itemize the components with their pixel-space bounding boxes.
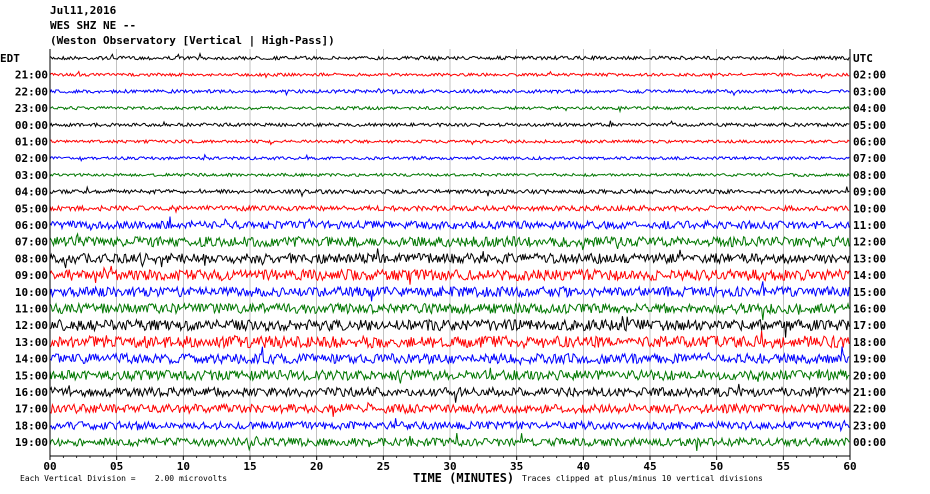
row-label-local: 19:00 — [15, 436, 48, 449]
row-label-local: 12:00 — [15, 319, 48, 332]
row-label-local: 02:00 — [15, 152, 48, 165]
row-label-utc: 05:00 — [853, 119, 886, 132]
x-tick-label: 25 — [377, 460, 390, 473]
row-label-utc: 07:00 — [853, 152, 886, 165]
header-station: WES SHZ NE -- — [50, 19, 137, 32]
x-tick-label: 05 — [110, 460, 123, 473]
x-tick-label: 55 — [777, 460, 790, 473]
row-label-utc: 18:00 — [853, 336, 886, 349]
row-label-local: 17:00 — [15, 403, 48, 416]
header-date: Jul11,2016 — [50, 4, 117, 17]
trace-line — [49, 383, 850, 403]
row-label-utc: 21:00 — [853, 386, 886, 399]
trace-line — [49, 153, 850, 162]
trace-line — [49, 316, 850, 338]
trace-line — [49, 232, 850, 251]
trace-line — [49, 185, 850, 198]
row-label-utc: 03:00 — [853, 85, 886, 98]
row-label-local: 22:00 — [15, 85, 48, 98]
trace-line — [49, 367, 850, 384]
row-label-local: 07:00 — [15, 236, 48, 249]
row-label-local: 21:00 — [15, 69, 48, 82]
row-label-local: 08:00 — [15, 252, 48, 265]
header-observatory: (Weston Observatory [Vertical | High-Pas… — [50, 34, 335, 47]
row-label-local: 06:00 — [15, 219, 48, 232]
x-tick-label: 20 — [310, 460, 323, 473]
row-label-local: 18:00 — [15, 419, 48, 432]
x-tick-label: 35 — [510, 460, 523, 473]
trace-line — [49, 105, 850, 114]
left-axis-title: EDT — [0, 52, 20, 65]
trace-line — [49, 281, 850, 302]
row-label-local: 05:00 — [15, 202, 48, 215]
x-tick-label: 30 — [443, 460, 456, 473]
row-label-utc: 14:00 — [853, 269, 886, 282]
trace-line — [49, 138, 850, 146]
x-tick-label: 45 — [643, 460, 656, 473]
trace-line — [49, 330, 850, 350]
row-label-utc: 23:00 — [853, 419, 886, 432]
trace-line — [49, 265, 850, 285]
row-label-local: 09:00 — [15, 269, 48, 282]
row-label-local: 03:00 — [15, 169, 48, 182]
x-tick-label: 40 — [577, 460, 590, 473]
row-label-utc: 02:00 — [853, 69, 886, 82]
trace-line — [49, 248, 850, 269]
x-tick-label: 15 — [243, 460, 256, 473]
row-label-utc: 09:00 — [853, 186, 886, 199]
trace-line — [49, 204, 850, 214]
trace-line — [49, 301, 850, 321]
row-label-utc: 20:00 — [853, 369, 886, 382]
row-label-utc: 13:00 — [853, 252, 886, 265]
row-label-utc: UTC — [853, 52, 873, 65]
x-tick-label: 10 — [177, 460, 190, 473]
row-label-utc: 08:00 — [853, 169, 886, 182]
trace-line — [49, 216, 850, 232]
trace-line — [49, 87, 850, 97]
row-label-local: 16:00 — [15, 386, 48, 399]
trace-line — [49, 401, 850, 417]
row-label-utc: 17:00 — [853, 319, 886, 332]
row-label-local: 14:00 — [15, 353, 48, 366]
row-label-utc: 16:00 — [853, 303, 886, 316]
trace-line — [49, 418, 850, 433]
row-label-local: 10:00 — [15, 286, 48, 299]
trace-line — [49, 70, 850, 80]
trace-line — [49, 171, 850, 179]
trace-line — [49, 120, 850, 128]
row-label-local: 04:00 — [15, 186, 48, 199]
x-tick-label: 50 — [710, 460, 723, 473]
row-label-local: 11:00 — [15, 303, 48, 316]
row-label-utc: 19:00 — [853, 353, 886, 366]
x-tick-label: 60 — [843, 460, 856, 473]
row-label-utc: 22:00 — [853, 403, 886, 416]
row-label-local: 00:00 — [15, 119, 48, 132]
row-label-local: 15:00 — [15, 369, 48, 382]
row-label-local: 23:00 — [15, 102, 48, 115]
row-label-utc: 06:00 — [853, 136, 886, 149]
x-axis-title: TIME (MINUTES) — [413, 471, 515, 485]
row-label-local: 13:00 — [15, 336, 48, 349]
clip-note: Traces clipped at plus/minus 10 vertical… — [522, 474, 763, 483]
row-label-utc: 11:00 — [853, 219, 886, 232]
row-label-utc: 10:00 — [853, 202, 886, 215]
row-label-utc: 00:00 — [853, 436, 886, 449]
row-label-utc: 15:00 — [853, 286, 886, 299]
trace-line — [49, 433, 850, 452]
vertical-division-note: Each Vertical Division = 2.00 microvolts — [20, 474, 228, 483]
x-tick-label: 00 — [43, 460, 56, 473]
row-label-utc: 12:00 — [853, 236, 886, 249]
row-label-utc: 04:00 — [853, 102, 886, 115]
row-label-local: 01:00 — [15, 136, 48, 149]
trace-line — [49, 346, 850, 367]
trace-line — [49, 51, 850, 62]
